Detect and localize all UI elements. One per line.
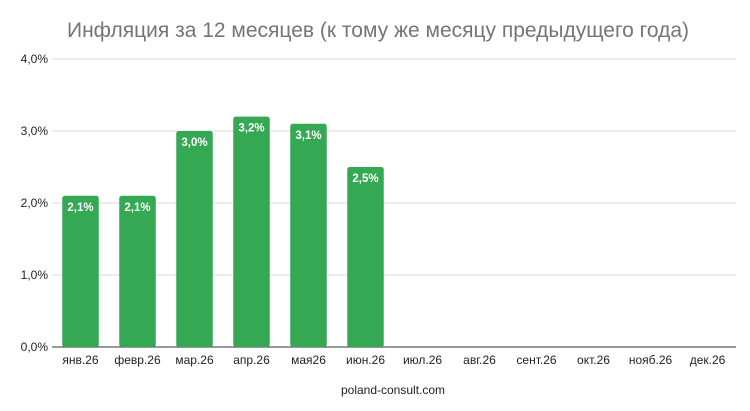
chart-title: Инфляция за 12 месяцев (к тому же месяцу… [67, 19, 689, 42]
y-tick-label: 0,0% [21, 340, 49, 354]
data-labels: 2,1% 2,1% 3,0% 3,2% 3,1% 2,5% [67, 123, 378, 214]
bar [62, 195, 99, 347]
y-tick-label: 4,0% [21, 52, 49, 66]
x-tick-label: июн.26 [346, 353, 385, 367]
data-label: 3,1% [295, 130, 321, 142]
bar [347, 167, 384, 347]
y-tick-label: 2,0% [21, 196, 49, 210]
data-label: 2,1% [67, 202, 93, 214]
x-tick-label: мар.26 [175, 353, 214, 367]
x-tick-label: авг.26 [463, 353, 496, 367]
x-tick-label: янв.26 [62, 353, 99, 367]
x-tick-label: сент.26 [516, 353, 556, 367]
gridlines [52, 58, 736, 348]
bars [62, 116, 384, 347]
y-tick-label: 1,0% [21, 268, 49, 282]
x-tick-label: нояб.26 [629, 353, 673, 367]
bar [233, 116, 270, 347]
bar [119, 195, 156, 347]
x-tick-label: июл.26 [403, 353, 442, 367]
x-tick-label: мая26 [291, 353, 326, 367]
data-label: 3,0% [181, 137, 207, 149]
data-label: 2,5% [352, 173, 378, 185]
y-tick-label: 3,0% [21, 124, 49, 138]
bar [290, 123, 327, 347]
x-tick-label: дек.26 [690, 353, 726, 367]
x-axis-label: poland-consult.com [341, 383, 445, 397]
data-label: 3,2% [238, 123, 264, 135]
x-tick-label: февр.26 [114, 353, 161, 367]
x-axis-ticks: янв.26 февр.26 мар.26 апр.26 мая26 июн.26 июл.… [62, 353, 725, 367]
data-label: 2,1% [124, 202, 150, 214]
x-tick-label: апр.26 [233, 353, 270, 367]
y-axis-ticks: 0,0% 1,0% 2,0% 3,0% 4,0% [21, 52, 49, 354]
bar [176, 131, 213, 347]
x-tick-label: окт.26 [577, 353, 610, 367]
